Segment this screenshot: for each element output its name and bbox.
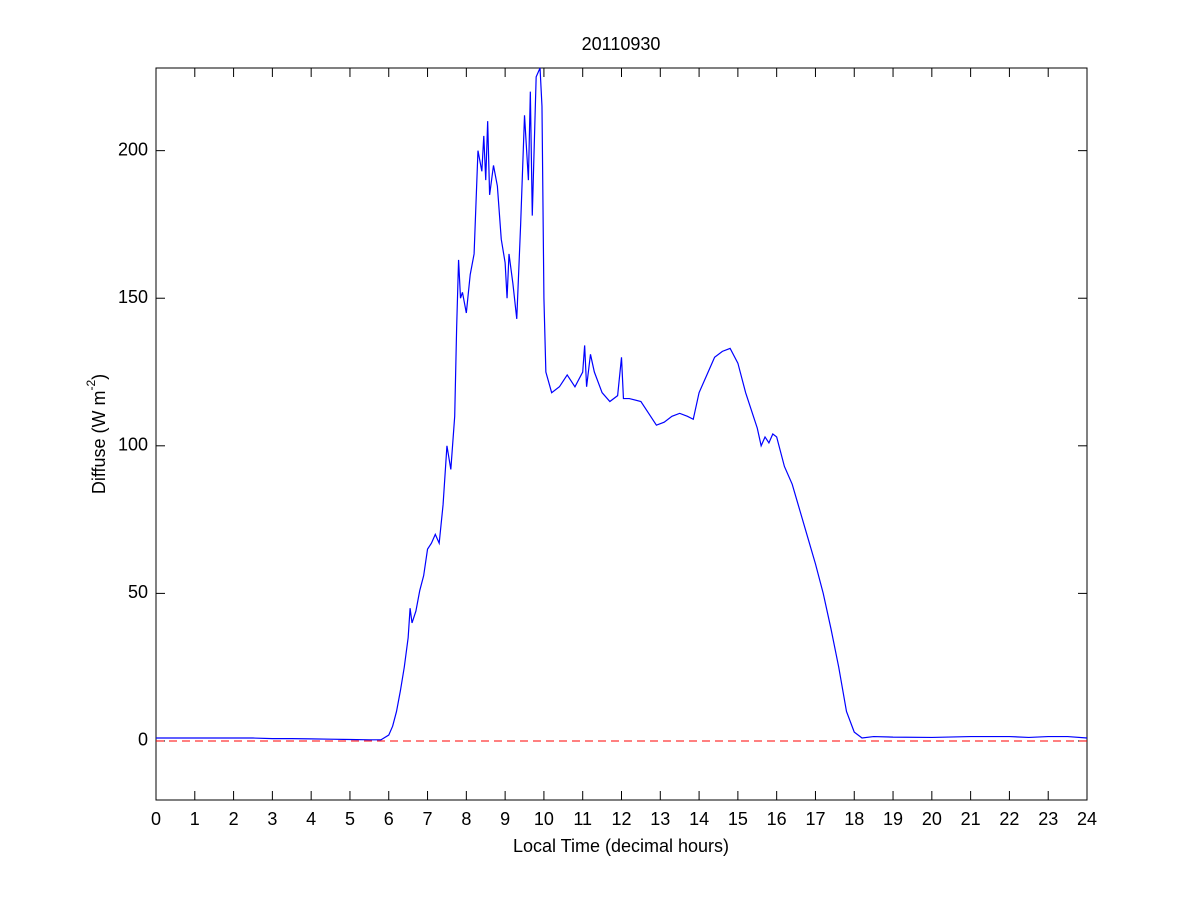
y-axis-label-sup: -2 [84,379,98,390]
x-tick-label: 18 [844,809,864,829]
x-tick-label: 2 [229,809,239,829]
x-tick-label: 6 [384,809,394,829]
x-tick-label: 9 [500,809,510,829]
x-tick-label: 0 [151,809,161,829]
x-tick-label: 16 [767,809,787,829]
y-tick-label: 200 [118,139,148,159]
x-tick-label: 14 [689,809,709,829]
x-tick-label: 5 [345,809,355,829]
plot-area [155,67,1088,801]
x-axis-label: Local Time (decimal hours) [513,836,729,856]
x-tick-label: 1 [190,809,200,829]
x-tick-label: 4 [306,809,316,829]
y-tick-label: 150 [118,287,148,307]
y-tick-label: 50 [128,582,148,602]
x-tick-label: 15 [728,809,748,829]
x-tick-label: 12 [611,809,631,829]
data-line [156,67,1088,741]
x-tick-label: 11 [573,809,592,829]
chart-title: 20110930 [582,34,661,54]
y-tick-label: 100 [118,435,148,455]
x-tick-label: 17 [805,809,825,829]
x-tick-label: 22 [999,809,1019,829]
x-tick-label: 7 [423,809,433,829]
y-axis-label: Diffuse (W m-2) [84,374,109,494]
x-tick-label: 21 [961,809,981,829]
x-tick-label: 13 [650,809,670,829]
x-tick-label: 20 [922,809,942,829]
x-tick-label: 10 [534,809,554,829]
x-tick-label: 19 [883,809,903,829]
y-tick-label: 0 [138,730,148,750]
x-tick-label: 23 [1038,809,1058,829]
x-tick-label: 8 [461,809,471,829]
x-tick-label: 3 [267,809,277,829]
y-axis-label-text: Diffuse (W m [89,390,109,494]
x-tick-label: 24 [1077,809,1097,829]
y-axis-label-suffix: ) [89,374,109,380]
